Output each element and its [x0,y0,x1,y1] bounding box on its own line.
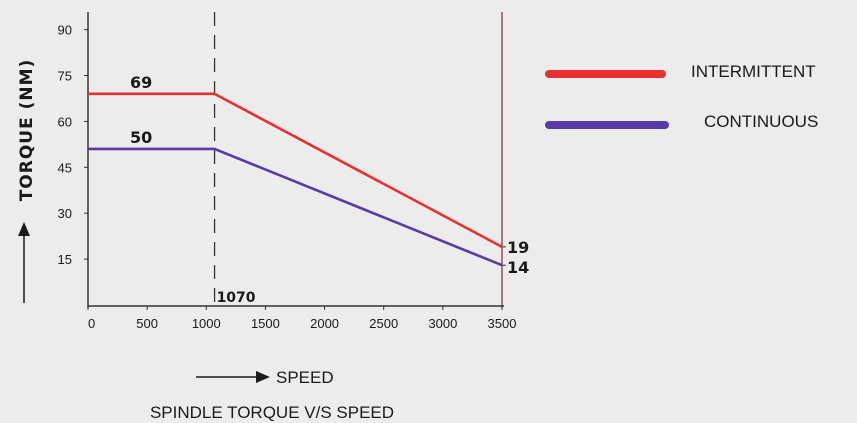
series-line-continuous [88,147,503,267]
tick-labels: 0 500 1000 1500 2000 2500 3000 3500 15 30 45 60 75 90 [58,23,517,331]
x-tick-label: 2500 [369,316,398,331]
x-tick-label: 3500 [488,316,517,331]
axes [87,12,504,308]
x-tick-label: 1500 [251,316,280,331]
y-tick-label: 15 [58,252,72,267]
x-tick-label: 2000 [310,316,339,331]
y-tick-label: 75 [58,69,72,84]
legend: INTERMITTENT CONTINUOUS [545,62,818,131]
x-tick-label: 0 [88,316,95,331]
x-tick-label: 1000 [192,316,221,331]
series-lines [88,92,503,267]
y-axis-title-group: TORQUE (NM) [17,59,37,303]
x-tick-label: 3000 [428,316,457,331]
x-axis-title: SPEED [276,368,334,387]
y-tick-label: 60 [58,114,72,129]
chart-title: SPINDLE TORQUE V/S SPEED [150,403,394,422]
label-intermittent-end: 19 [507,238,529,257]
x-axis-arrow-head-icon [256,371,270,383]
legend-label-continuous: CONTINUOUS [704,112,818,131]
y-tick-label: 90 [58,23,72,38]
label-base-speed: 1070 [217,290,256,306]
label-intermittent-max: 69 [130,73,152,92]
y-axis-title: TORQUE (NM) [17,59,37,202]
y-tick-label: 45 [58,160,72,175]
label-continuous-max: 50 [130,128,152,147]
legend-label-intermittent: INTERMITTENT [691,62,816,81]
y-tick-label: 30 [58,206,72,221]
x-tick-label: 500 [136,316,158,331]
x-axis-title-group: SPEED [196,368,334,387]
series-line-intermittent [88,92,503,249]
label-continuous-end: 14 [507,258,529,277]
y-axis-arrow-head-icon [18,222,30,236]
